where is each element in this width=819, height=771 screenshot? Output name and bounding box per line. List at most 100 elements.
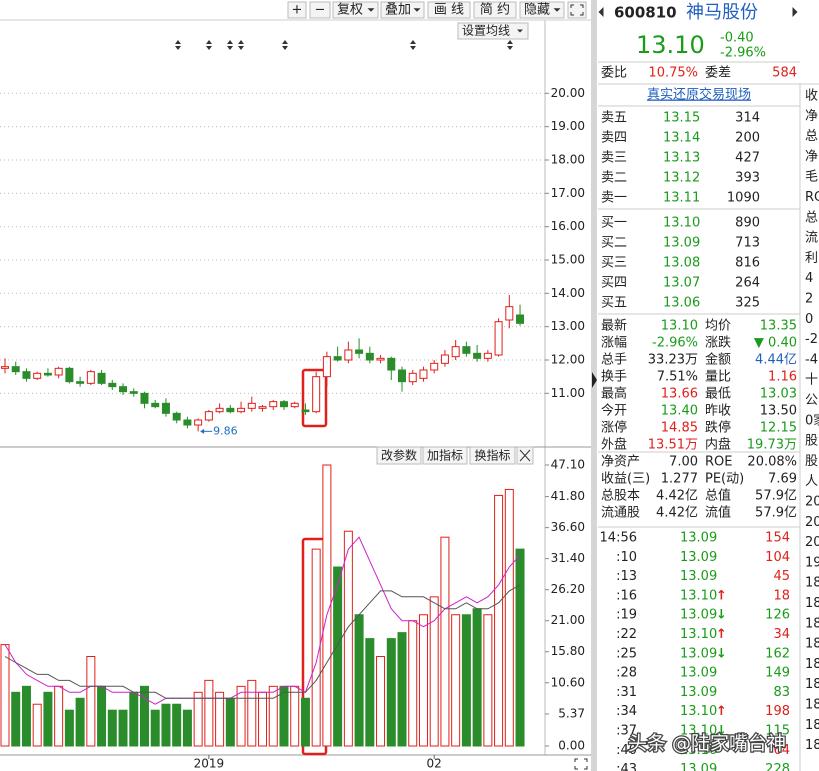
splitter[interactable] <box>591 0 597 771</box>
edge-text: 利 <box>805 251 818 266</box>
candle-body <box>237 407 246 413</box>
stat-value: 13.51万 <box>648 438 698 453</box>
edge-text: 0家 <box>805 412 819 428</box>
splitter-arrow[interactable] <box>592 372 597 388</box>
candle-body <box>312 376 321 413</box>
volume-bar <box>193 691 203 747</box>
indicator-button[interactable] <box>376 446 422 465</box>
event-marker[interactable] <box>227 40 233 44</box>
toolbar-button[interactable] <box>427 1 471 19</box>
volume-bar <box>300 697 310 747</box>
toolbar-label[interactable]: 画 线 <box>434 3 464 18</box>
level-label: 卖五 <box>601 111 627 126</box>
event-marker[interactable] <box>282 46 288 50</box>
stat-value: 13.10 <box>661 319 698 334</box>
indicator-button-label[interactable]: 改参数 <box>381 448 417 463</box>
candle-body <box>301 409 310 413</box>
tick-arrow: ↑ <box>716 627 727 642</box>
event-marker[interactable] <box>410 40 416 44</box>
volume-bar <box>322 464 332 747</box>
dropdown-arrow[interactable] <box>517 29 523 33</box>
volume-bar <box>43 691 53 747</box>
indicator-button[interactable] <box>422 446 468 465</box>
dropdown-arrow[interactable] <box>367 8 375 12</box>
level-volume: 314 <box>735 111 760 126</box>
candle-body <box>247 402 256 409</box>
tick-price: 13.09 <box>680 550 717 565</box>
y-tick-label: 41.80 <box>551 489 585 503</box>
level-label: 买二 <box>601 236 627 251</box>
stat-label: 总股本 <box>601 489 640 504</box>
toolbar-label[interactable]: 叠加 <box>385 3 411 18</box>
event-marker[interactable] <box>507 40 513 44</box>
toolbar-label[interactable]: 简 约 <box>480 2 510 18</box>
next-stock[interactable] <box>792 7 798 17</box>
indicator-button-label[interactable]: 换指标 <box>474 448 510 463</box>
stat-label: 最新 <box>601 318 627 334</box>
candle-body <box>194 419 203 426</box>
event-marker[interactable] <box>507 46 513 50</box>
value: 10.75% <box>648 66 698 81</box>
volume-bar <box>54 685 64 747</box>
level-volume: 890 <box>735 216 760 231</box>
event-marker[interactable] <box>206 40 212 44</box>
event-marker[interactable] <box>227 46 233 50</box>
indicator-button[interactable] <box>469 446 516 465</box>
stat-label: 涨停 <box>601 420 627 436</box>
stat-label: 跌停 <box>705 420 731 436</box>
toolbar-button[interactable] <box>473 1 517 19</box>
edge-text: -2 <box>805 332 818 347</box>
y-tick-label: 14.00 <box>551 286 585 300</box>
replay-link[interactable]: 真实还原交易现场 <box>647 87 751 103</box>
toolbar-button[interactable] <box>287 1 307 19</box>
event-marker[interactable] <box>175 46 181 50</box>
toolbar-label[interactable]: 复权 <box>337 2 363 18</box>
candle-body <box>204 411 213 421</box>
stat-label: 均价 <box>705 319 731 334</box>
toolbar-label[interactable]: − <box>315 3 326 18</box>
candle-body <box>344 349 353 361</box>
event-marker[interactable] <box>175 40 181 44</box>
indicator-button-label[interactable]: 加指标 <box>427 448 463 463</box>
event-marker[interactable] <box>206 46 212 50</box>
fullscreen-icon[interactable] <box>574 758 588 770</box>
y-tick-label: 31.40 <box>551 551 585 565</box>
toolbar-label[interactable]: 隐藏 <box>524 3 550 18</box>
price-pct: -2.96% <box>720 46 766 61</box>
y-tick-label: 11.00 <box>551 386 585 400</box>
ma-button-label[interactable]: 设置均线 <box>462 24 510 38</box>
stat-label: 流值 <box>705 505 731 521</box>
volume-bar <box>204 679 214 747</box>
ma-button[interactable] <box>457 22 529 40</box>
volume-bar <box>161 703 171 747</box>
volume-bar <box>418 614 428 747</box>
event-marker[interactable] <box>238 46 244 50</box>
volume-bar <box>483 614 493 747</box>
dropdown-arrow[interactable] <box>413 8 421 12</box>
tick-volume: 154 <box>765 531 790 546</box>
prev-stock[interactable] <box>598 7 604 17</box>
volume-bar <box>515 548 525 747</box>
event-marker[interactable] <box>238 40 244 44</box>
candle-body <box>376 357 385 361</box>
stat-label: ROE <box>705 455 732 470</box>
fullscreen-icon[interactable] <box>567 1 587 19</box>
volume-bar <box>97 685 107 747</box>
y-tick-label: 13.00 <box>551 319 585 333</box>
close-icon[interactable] <box>519 449 531 462</box>
toolbar-button[interactable] <box>332 1 379 19</box>
toolbar-button[interactable] <box>519 1 565 19</box>
toolbar-label[interactable]: + <box>292 3 303 18</box>
toolbar-button[interactable] <box>309 1 331 19</box>
tick-volume: 64 <box>773 743 790 758</box>
volume-bar <box>225 697 235 747</box>
volume-bar <box>408 620 418 747</box>
tick-time: :10 <box>616 550 637 565</box>
event-marker[interactable] <box>410 46 416 50</box>
dropdown-arrow[interactable] <box>553 8 561 12</box>
candle-body <box>505 306 514 321</box>
volume-bar <box>472 608 482 747</box>
toolbar-button[interactable] <box>380 1 425 19</box>
event-marker[interactable] <box>282 40 288 44</box>
